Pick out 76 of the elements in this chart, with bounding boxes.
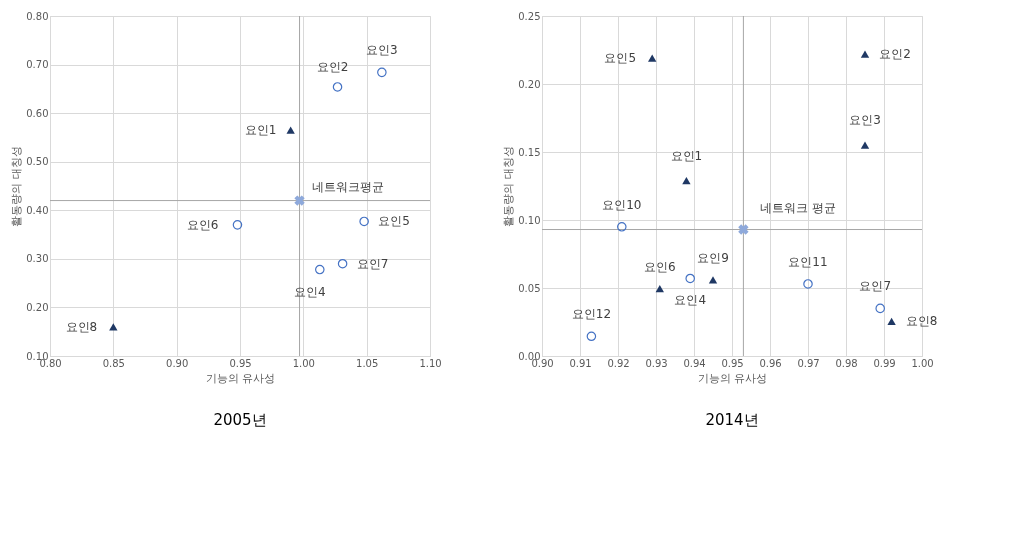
- annotation: 요인7: [356, 256, 389, 271]
- point: [332, 82, 343, 92]
- point: [377, 67, 387, 78]
- annotation: 요인8: [65, 319, 98, 334]
- x-tick-label: 1.00: [292, 357, 315, 369]
- annotation: 요인3: [366, 43, 398, 58]
- point: [337, 258, 348, 269]
- text: 2014년: [705, 411, 759, 429]
- annotation: 요인10: [602, 197, 642, 212]
- x-tick-label: 0.90: [166, 357, 189, 369]
- point: [887, 317, 896, 325]
- point: [803, 279, 813, 289]
- y-tick-label: 0.80: [26, 10, 49, 22]
- x-axis-title: 기능의 유사성: [205, 371, 276, 385]
- y-axis-title: 활동량의 대칭성: [502, 146, 516, 227]
- point: [875, 303, 885, 314]
- point: [359, 216, 369, 227]
- point: [294, 195, 305, 206]
- annotation: 요인4: [293, 284, 326, 299]
- annotation: 요인7: [859, 279, 892, 294]
- x-tick-label: 0.96: [759, 357, 782, 369]
- annotation: 요인11: [788, 254, 828, 269]
- x-tick-label: 0.85: [102, 357, 125, 369]
- point: [685, 273, 695, 284]
- point: [617, 222, 627, 232]
- y-tick-label: 0.15: [518, 146, 541, 158]
- x-tick-label: 1.10: [419, 357, 442, 369]
- x-tick-label: 1.00: [911, 357, 934, 369]
- annotation: 요인6: [643, 259, 676, 274]
- y-tick-label: 0.40: [26, 204, 49, 216]
- annotation: 요인1: [244, 123, 277, 138]
- y-axis-title: 활동량의 대칭성: [10, 146, 24, 227]
- annotation: 요인4: [674, 293, 707, 308]
- annotation: 요인9: [697, 250, 729, 265]
- point: [648, 54, 657, 62]
- annotation: 요인2: [879, 47, 911, 62]
- y-tick-label: 0.30: [26, 253, 49, 265]
- y-tick-label: 0.70: [26, 59, 49, 71]
- x-tick-label: 0.95: [721, 357, 744, 369]
- y-tick-label: 0.05: [518, 282, 541, 294]
- point: [860, 50, 870, 58]
- y-tick-label: 0.10: [518, 214, 541, 226]
- x-tick-label: 0.91: [569, 357, 592, 369]
- point: [315, 264, 325, 275]
- x-tick-label: 0.92: [607, 357, 630, 369]
- y-tick-label: 0.25: [518, 10, 541, 22]
- annotation: 요인3: [849, 113, 881, 128]
- x-tick-label: 0.99: [873, 357, 896, 369]
- x-axis-title: 기능의 유사성: [697, 371, 768, 385]
- point: [682, 176, 691, 185]
- x-tick-label: 0.94: [683, 357, 706, 369]
- x-tick-label: 0.97: [797, 357, 820, 369]
- y-tick-label: 0.20: [26, 301, 49, 313]
- text: 2005년: [213, 411, 267, 429]
- annotation: 요인2: [316, 59, 349, 74]
- annotation: 네트워크 평균: [760, 200, 837, 215]
- x-tick-label: 1.05: [356, 357, 379, 369]
- x-tick-label: 0.93: [645, 357, 668, 369]
- point: [860, 141, 870, 149]
- annotation: 요인1: [670, 148, 703, 163]
- y-tick-label: 0.50: [26, 156, 49, 168]
- point: [738, 224, 749, 235]
- point: [655, 284, 664, 293]
- annotation: 네트워크평균: [311, 179, 384, 194]
- annotation: 요인6: [186, 217, 219, 232]
- annotation: 요인8: [905, 314, 938, 329]
- annotation: 요인12: [571, 307, 612, 322]
- x-tick-label: 0.95: [229, 357, 252, 369]
- point: [232, 220, 243, 230]
- point: [286, 126, 295, 134]
- y-tick-label: 0.60: [26, 107, 49, 119]
- x-tick-label: 0.98: [835, 357, 858, 369]
- point: [586, 331, 597, 342]
- annotation: 요인5: [604, 51, 637, 66]
- annotation: 요인5: [378, 214, 410, 229]
- y-tick-label: 0.20: [518, 78, 541, 90]
